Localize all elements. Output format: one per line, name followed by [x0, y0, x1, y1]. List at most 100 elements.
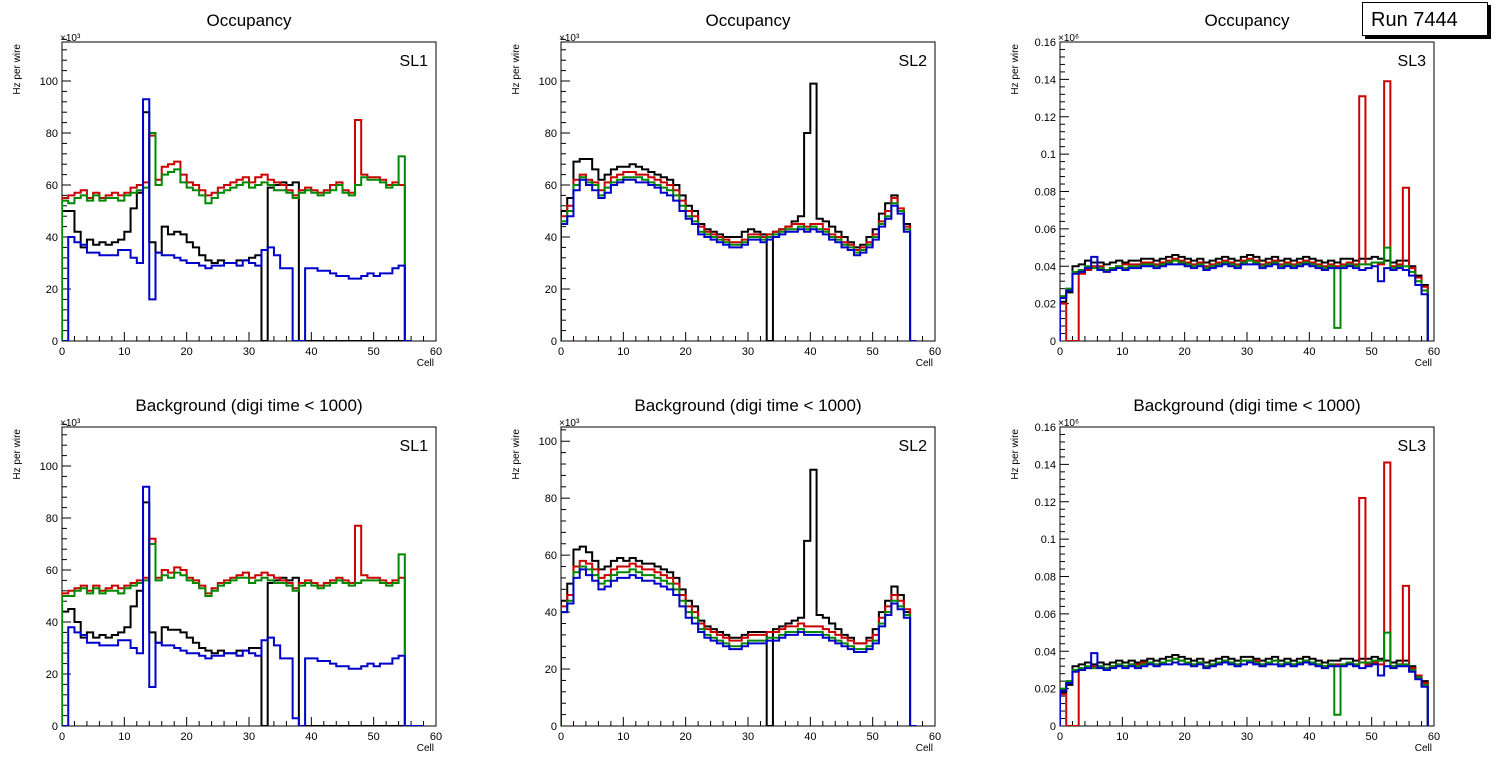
superlayer-label: SL3 [1398, 53, 1427, 70]
chart-title: Background (digi time < 1000) [135, 396, 362, 415]
series-black [62, 111, 412, 341]
y-axis-title: Hz per wire [511, 429, 522, 480]
x-tick-label: 0 [1057, 346, 1063, 358]
x-tick-label: 50 [867, 346, 879, 358]
y-tick-label: 0.08 [1035, 187, 1056, 199]
y-axis-title: Hz per wire [1010, 44, 1021, 95]
superlayer-label: SL2 [899, 53, 928, 70]
x-axis-title: Cell [916, 358, 933, 369]
superlayer-label: SL1 [400, 53, 429, 70]
x-tick-label: 50 [1366, 346, 1378, 358]
x-tick-label: 30 [1241, 731, 1253, 743]
y-tick-label: 100 [40, 76, 58, 88]
y-tick-label: 20 [46, 284, 58, 296]
y-tick-label: 0.12 [1035, 497, 1056, 509]
series-red [62, 119, 412, 341]
series-blue [561, 568, 917, 726]
x-tick-label: 60 [1428, 346, 1440, 358]
y-tick-label: 80 [46, 513, 58, 525]
y-tick-label: 80 [545, 128, 557, 140]
x-axis-title: Cell [1415, 358, 1432, 369]
x-tick-label: 40 [804, 346, 816, 358]
y-exponent-label: ×10³ [559, 418, 580, 429]
chart-occ-sl1: Occupancy 0 10 20 30 40 50 60 0 20 40 60 80 100 ×10³ Ce… [12, 11, 442, 369]
x-tick-label: 10 [1116, 731, 1128, 743]
series-red [62, 524, 412, 726]
y-tick-label: 100 [539, 76, 557, 88]
x-tick-label: 50 [867, 731, 879, 743]
x-tick-label: 60 [1428, 731, 1440, 743]
chart-bkg-sl1: Background (digi time < 1000) 0 10 20 30 40 50… [12, 396, 442, 754]
series-green [1060, 631, 1429, 726]
x-axis-title: Cell [1415, 743, 1432, 754]
series-blue [62, 485, 424, 726]
series-blue [561, 178, 917, 341]
series-black [561, 468, 917, 726]
y-tick-label: 0 [551, 721, 557, 733]
x-tick-label: 30 [1241, 346, 1253, 358]
y-tick-label: 60 [545, 180, 557, 192]
series-black [561, 82, 917, 341]
chart-occ-sl2: Occupancy 0 10 20 30 40 50 60 0 20 40 60 80 100 ×10³ Ce… [511, 11, 941, 369]
y-tick-label: 20 [545, 284, 557, 296]
chart-title: Occupancy [705, 11, 791, 30]
x-tick-label: 30 [742, 346, 754, 358]
y-tick-label: 0 [52, 336, 58, 348]
x-tick-label: 0 [1057, 731, 1063, 743]
y-tick-label: 0 [551, 336, 557, 348]
x-tick-label: 60 [929, 346, 941, 358]
series-black [62, 501, 412, 726]
y-tick-label: 0.1 [1041, 534, 1056, 546]
y-exponent-label: ×10³ [60, 418, 81, 429]
x-tick-label: 10 [617, 346, 629, 358]
y-tick-label: 0.12 [1035, 112, 1056, 124]
series-green [62, 543, 412, 726]
series-green [561, 176, 917, 341]
y-tick-label: 0.16 [1035, 422, 1056, 434]
x-tick-label: 10 [617, 731, 629, 743]
x-tick-label: 60 [430, 731, 442, 743]
y-exponent-label: ×10³ [559, 33, 580, 44]
x-tick-label: 0 [558, 346, 564, 358]
y-tick-label: 0.06 [1035, 224, 1056, 236]
series-green [62, 132, 412, 341]
y-axis-title: Hz per wire [511, 44, 522, 95]
y-tick-label: 40 [46, 617, 58, 629]
chart-title: Background (digi time < 1000) [1133, 396, 1360, 415]
y-tick-label: 60 [545, 550, 557, 562]
x-tick-label: 50 [1366, 731, 1378, 743]
series-blue [1060, 652, 1429, 726]
y-tick-label: 0.02 [1035, 684, 1056, 696]
x-tick-label: 20 [1179, 346, 1191, 358]
x-tick-label: 10 [118, 731, 130, 743]
x-tick-label: 30 [243, 731, 255, 743]
y-tick-label: 20 [545, 664, 557, 676]
y-exponent-label: ×10⁶ [1058, 418, 1079, 429]
x-tick-label: 40 [305, 731, 317, 743]
y-tick-label: 80 [46, 128, 58, 140]
y-tick-label: 0.04 [1035, 261, 1056, 273]
y-axis-title: Hz per wire [12, 44, 23, 95]
chart-title: Background (digi time < 1000) [634, 396, 861, 415]
x-tick-label: 60 [929, 731, 941, 743]
x-tick-label: 10 [1116, 346, 1128, 358]
x-tick-label: 60 [430, 346, 442, 358]
series-red [561, 171, 917, 341]
x-tick-label: 40 [1303, 346, 1315, 358]
plot-frame [61, 41, 437, 342]
x-tick-label: 0 [59, 731, 65, 743]
y-tick-label: 60 [46, 565, 58, 577]
x-tick-label: 20 [181, 346, 193, 358]
y-tick-label: 60 [46, 180, 58, 192]
chart-bkg-sl2: Background (digi time < 1000) 0 10 20 30 40 50… [511, 396, 941, 754]
x-tick-label: 40 [1303, 731, 1315, 743]
chart-title: Occupancy [1204, 11, 1290, 30]
chart-occ-sl3: Occupancy 0 10 20 30 40 50 60 0 0.02 0.04 0.06 0.08 0… [1010, 11, 1440, 369]
x-tick-label: 50 [368, 731, 380, 743]
x-tick-label: 30 [243, 346, 255, 358]
y-exponent-label: ×10⁶ [1058, 33, 1079, 44]
y-tick-label: 0.14 [1035, 74, 1056, 86]
series-red [561, 559, 917, 726]
y-tick-label: 100 [539, 436, 557, 448]
